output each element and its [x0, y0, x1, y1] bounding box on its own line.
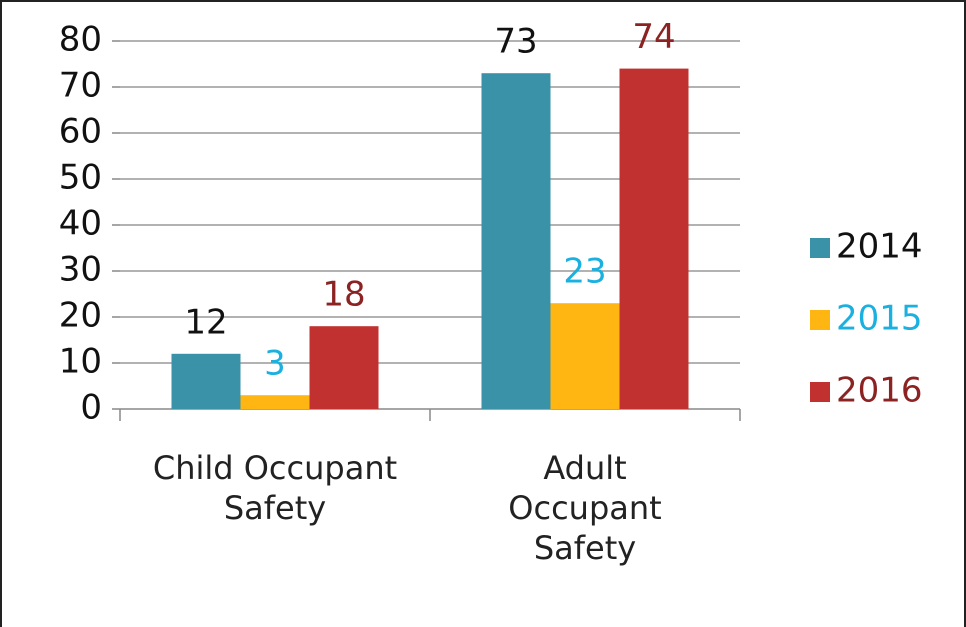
bar — [550, 303, 620, 409]
bar — [481, 73, 551, 409]
y-tick-label: 0 — [80, 388, 102, 428]
y-tick-label: 30 — [59, 250, 102, 290]
x-tick-label: Child Occupant Safety — [152, 449, 398, 527]
y-tick-label: 40 — [59, 204, 102, 244]
legend-label: 2016 — [836, 371, 923, 411]
legend-label: 2015 — [836, 299, 923, 339]
legend-swatch — [810, 310, 830, 330]
data-label: 12 — [184, 302, 227, 342]
data-label: 23 — [563, 252, 606, 292]
legend-swatch — [810, 238, 830, 258]
bar — [171, 353, 241, 409]
data-label: 74 — [632, 17, 675, 57]
legend-label: 2014 — [836, 227, 923, 267]
legend-swatch — [810, 382, 830, 402]
y-tick-label: 20 — [59, 296, 102, 336]
x-tick-label: Adult Occupant Safety — [508, 449, 662, 567]
data-label: 73 — [494, 22, 537, 62]
bar — [309, 326, 379, 409]
data-label: 3 — [264, 344, 286, 384]
y-tick-label: 10 — [59, 342, 102, 382]
bar — [240, 395, 310, 409]
data-label: 18 — [322, 275, 365, 315]
y-tick-label: 80 — [59, 20, 102, 60]
y-tick-label: 60 — [59, 112, 102, 152]
y-tick-label: 70 — [59, 66, 102, 106]
bar — [619, 68, 689, 409]
y-tick-label: 50 — [59, 158, 102, 198]
